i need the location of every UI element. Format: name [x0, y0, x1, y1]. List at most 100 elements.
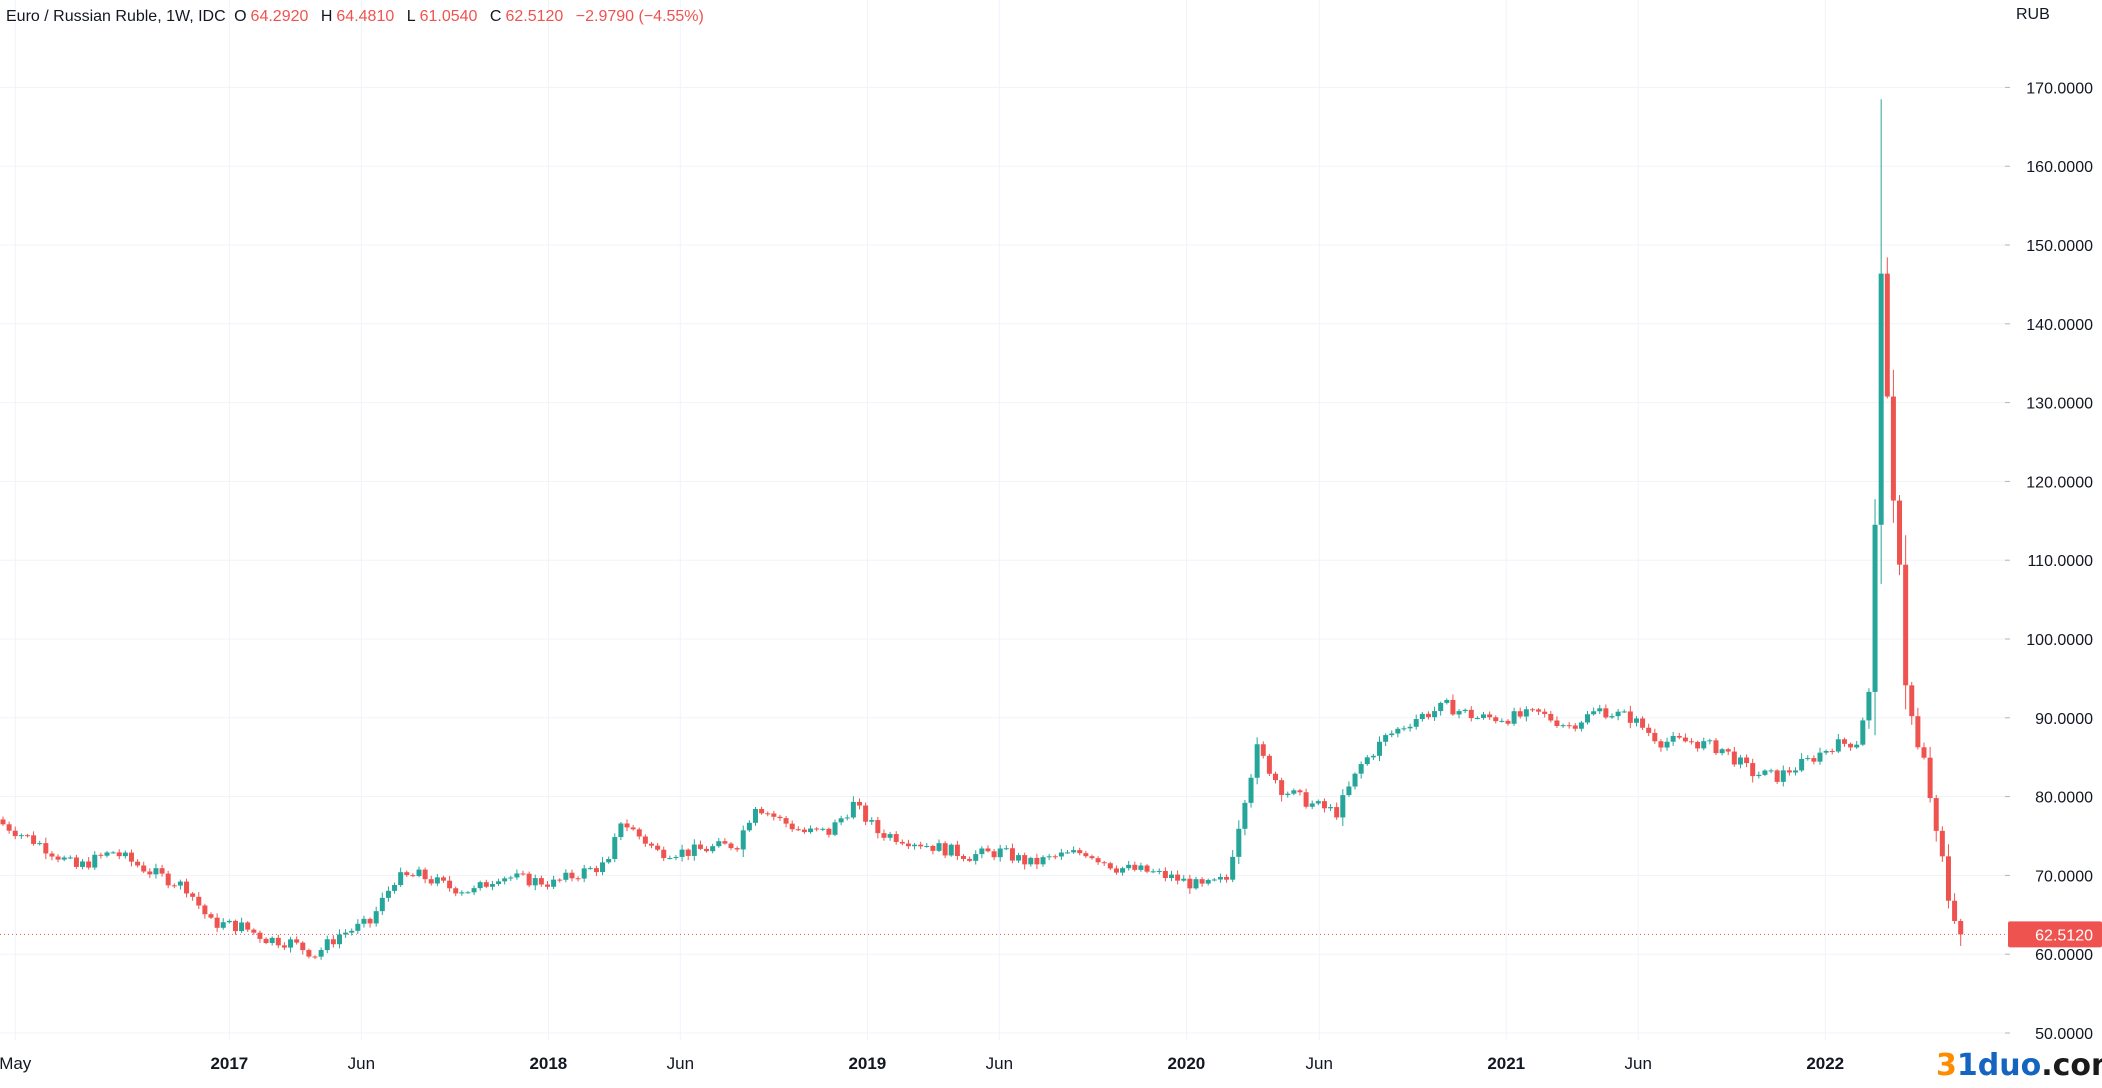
high-label: H	[320, 8, 333, 25]
candle-body	[1046, 856, 1052, 858]
candle-body	[1175, 874, 1181, 881]
candle-body	[214, 917, 220, 928]
candle-body	[1230, 856, 1236, 880]
candle-body	[918, 844, 924, 847]
candle-body	[440, 877, 446, 881]
candle-body	[1903, 564, 1909, 686]
low-value: 61.0540	[419, 8, 478, 25]
candle-body	[704, 848, 710, 852]
candle-body	[318, 950, 324, 957]
candle-body	[1468, 709, 1474, 719]
candle-body	[1377, 741, 1383, 756]
candle-body	[746, 822, 752, 831]
candle-body	[697, 844, 703, 849]
candle-body	[1101, 862, 1107, 864]
x-tick-label: 2019	[848, 1054, 886, 1073]
candle-body	[1585, 714, 1591, 723]
candle-body	[1438, 702, 1444, 712]
candle-body	[1817, 752, 1823, 762]
candle-body	[979, 848, 985, 855]
candle-body	[31, 835, 37, 844]
candle-body	[905, 843, 911, 847]
candle-body	[6, 824, 12, 831]
candle-body	[0, 819, 6, 825]
candle-body	[1609, 716, 1615, 718]
candle-body	[1554, 720, 1560, 726]
y-tick-label: 140.0000	[2026, 317, 2093, 334]
candle-body	[1499, 720, 1505, 722]
candle-body	[459, 892, 465, 894]
candle-body	[636, 829, 642, 837]
candle-body	[538, 878, 544, 885]
candle-body	[1927, 757, 1933, 799]
candle-body	[220, 922, 226, 928]
candle-body	[569, 872, 575, 879]
candle-body	[948, 844, 954, 856]
candle-body	[392, 884, 398, 891]
candle-body	[1328, 807, 1334, 809]
candle-body	[1169, 874, 1175, 879]
candle-body	[1236, 828, 1242, 857]
candle-body	[1493, 717, 1499, 722]
time-axis[interactable]: May 2017 Jun 2018 Jun 2019 Jun 2020 Jun 2021 Jun 20…	[0, 1054, 1844, 1073]
candle-body	[1627, 711, 1633, 723]
candle-body	[49, 853, 55, 857]
candle-body	[86, 861, 92, 868]
y-tick-label: 150.0000	[2026, 238, 2093, 255]
candle-body	[1120, 868, 1126, 873]
candle-body	[850, 801, 856, 818]
candle-body	[1756, 774, 1762, 777]
candle-body	[1138, 865, 1144, 870]
candle-body	[954, 844, 960, 856]
candles	[0, 99, 1964, 960]
candle-body	[795, 829, 801, 831]
candle-body	[520, 873, 526, 875]
candle-body	[257, 932, 263, 939]
candle-body	[1334, 807, 1340, 818]
candle-body	[869, 820, 875, 822]
candle-body	[116, 852, 122, 857]
candle-body	[1548, 713, 1554, 721]
candle-body	[447, 880, 453, 889]
candle-body	[1315, 801, 1321, 804]
candle-body	[385, 890, 391, 898]
y-tick-label: 130.0000	[2026, 396, 2093, 413]
candle-body	[312, 956, 318, 958]
watermark-brand: 1duo	[1956, 1048, 2042, 1083]
candle-body	[1829, 751, 1835, 753]
candle-body	[1064, 852, 1070, 854]
candle-body	[1713, 740, 1719, 754]
candle-body	[1939, 830, 1945, 857]
candle-body	[190, 893, 196, 897]
candle-body	[575, 878, 581, 880]
symbol-title[interactable]: Euro / Russian Ruble, 1W, IDC	[6, 8, 226, 25]
candle-body	[630, 827, 636, 830]
candle-body	[765, 813, 771, 815]
candle-body	[642, 836, 648, 844]
candle-body	[648, 843, 654, 846]
candle-body	[1786, 770, 1792, 773]
candle-body	[1481, 714, 1487, 718]
candle-body	[936, 843, 942, 851]
candle-body	[1389, 733, 1395, 736]
candle-body	[1058, 852, 1064, 857]
candle-body	[544, 884, 550, 887]
y-tick-label: 90.0000	[2035, 711, 2093, 728]
candle-body	[422, 869, 428, 880]
candle-body	[1841, 739, 1847, 744]
candle-body	[875, 820, 881, 834]
candle-body	[1052, 856, 1058, 858]
watermark-logo: 31duo.com	[1936, 1048, 2102, 1083]
candle-body	[434, 877, 440, 884]
candle-body	[1254, 744, 1260, 778]
candle-body	[1016, 855, 1022, 861]
candle-body	[514, 873, 520, 878]
candle-body	[1401, 728, 1407, 730]
price-axis[interactable]: 50.0000 60.0000 70.0000 80.0000 90.0000 100.0…	[2005, 80, 2102, 1043]
candle-body	[343, 932, 349, 935]
candle-body	[1848, 743, 1854, 748]
candle-body	[1823, 751, 1829, 753]
candle-body	[1591, 711, 1597, 715]
